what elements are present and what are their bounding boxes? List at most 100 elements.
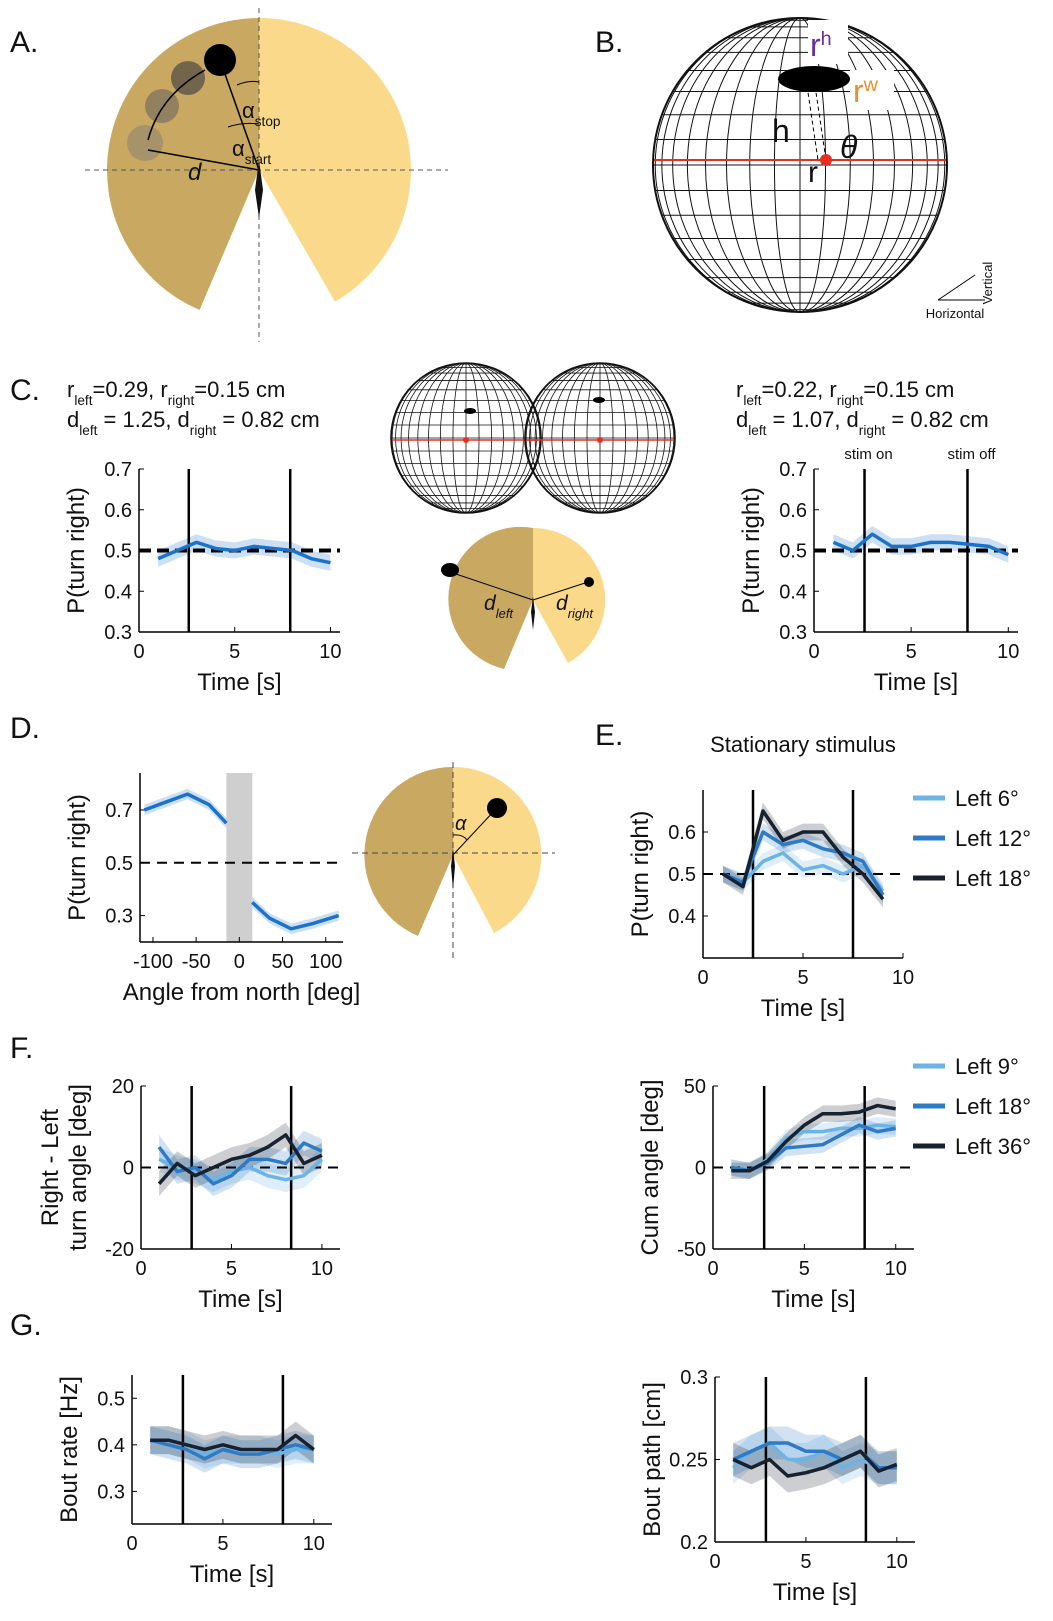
stim-trace	[127, 125, 163, 161]
panel-label: E.	[595, 719, 623, 752]
right-half	[259, 18, 411, 302]
fish-position	[820, 154, 832, 166]
y-tick-label: 50	[684, 1076, 706, 1098]
main-text: =0.15 cm	[863, 377, 954, 402]
script-text: left	[748, 423, 766, 438]
panel-label: G.	[10, 1309, 42, 1342]
arena-diagram-a: d αstop αstart	[85, 8, 448, 342]
y-tick-label: 0.3	[779, 622, 807, 644]
legend-label: Left 12°	[955, 826, 1031, 851]
stimulus-ellipse	[593, 397, 605, 403]
x-axis-label: Time [s]	[197, 669, 281, 696]
chart: 0.30.40.50.60.70510Time [s]P(turn right)…	[63, 377, 342, 696]
annotation: rleft=0.29, rright=0.15 cm	[67, 377, 285, 408]
x-tick-label: 10	[892, 967, 914, 989]
x-tick-label: 10	[885, 1258, 907, 1280]
x-tick-label: 0	[234, 951, 245, 973]
x-tick-label: 0	[707, 1258, 718, 1280]
x-tick-label: 0	[133, 641, 144, 663]
x-tick-label: 0	[135, 1258, 146, 1280]
x-axis-label: Time [s]	[198, 1286, 282, 1313]
y-tick-label: -50	[677, 1239, 706, 1261]
x-tick-label: -50	[182, 951, 211, 973]
y-tick-label: 0	[123, 1158, 134, 1180]
y-axis-label: P(turn right)	[627, 811, 654, 938]
y-tick-label: 0.25	[669, 1450, 708, 1472]
script-text: left	[74, 393, 92, 408]
panel-label: B.	[595, 26, 623, 59]
y-tick-label: 0	[695, 1158, 706, 1180]
y-tick-label: 0.5	[668, 864, 696, 886]
panel-label: C.	[10, 374, 40, 407]
stimulus	[584, 577, 594, 587]
x-axis-label: Time [s]	[761, 995, 845, 1022]
shaded-span	[226, 773, 252, 942]
y-axis-label: Cum angle [deg]	[637, 1079, 664, 1255]
right-half	[453, 767, 541, 933]
stimulus-ellipse	[464, 408, 476, 414]
stim-trace	[171, 61, 205, 95]
x-tick-label: 10	[886, 1551, 908, 1573]
y-axis-label: Bout path [cm]	[639, 1382, 666, 1537]
chart: 0.30.50.7-100-50050100Angle from north […	[64, 773, 360, 1006]
y-tick-label: 0.2	[680, 1532, 708, 1554]
horizontal-label: Horizontal	[926, 306, 985, 321]
y-axis-label: P(turn right)	[738, 487, 765, 614]
left-half	[364, 767, 453, 936]
y-tick-label: 0.7	[104, 459, 132, 481]
y-tick-label: 0.6	[779, 500, 807, 522]
main-text: = 1.07, d	[766, 407, 858, 432]
annotation: dleft = 1.25, dright = 0.82 cm	[67, 407, 320, 438]
script-text: left	[496, 606, 515, 621]
alpha-label: α	[455, 813, 467, 835]
legend-label: Left 9°	[955, 1054, 1019, 1079]
main-text: d	[736, 407, 748, 432]
chart: 0.30.40.50.60.70510Time [s]P(turn right)…	[736, 377, 1019, 696]
y-axis-label: P(turn right)	[64, 794, 91, 921]
x-tick-label: 10	[997, 641, 1019, 663]
x-axis-label: Time [s]	[773, 1579, 857, 1606]
main-text: d	[67, 407, 79, 432]
y-tick-label: 0.3	[97, 1481, 125, 1503]
script-text: start	[245, 152, 272, 167]
script-text: right	[837, 393, 864, 408]
theta-label: θ	[840, 129, 858, 165]
stim-label: stim on	[844, 446, 892, 463]
y-tick-label: 0.3	[105, 906, 133, 928]
y-tick-label: 0.4	[779, 581, 807, 603]
stim-label: stim off	[947, 446, 996, 463]
script-text: right	[568, 606, 595, 621]
x-tick-label: 0	[808, 641, 819, 663]
script-text: left	[743, 393, 761, 408]
sphere-diagram-b	[653, 18, 947, 312]
annotation: dleft = 1.07, dright = 0.82 cm	[736, 407, 989, 438]
main-text: r	[736, 377, 743, 402]
figure: d αstop αstart rh rw h θ r Horizontal Ve…	[0, 0, 1053, 1621]
script-text: right	[168, 393, 195, 408]
x-tick-label: 50	[271, 951, 293, 973]
y-tick-label: -20	[105, 1239, 134, 1261]
y-tick-label: 20	[112, 1076, 134, 1098]
x-axis-label: Time [s]	[190, 1561, 274, 1588]
main-text: r	[810, 27, 821, 63]
chart: 0.40.50.60510Time [s]P(turn right)Statio…	[627, 732, 1031, 1022]
main-text: α	[242, 98, 255, 123]
script-text: h	[821, 28, 832, 50]
y-tick-label: 0.6	[104, 500, 132, 522]
x-tick-label: 5	[226, 1258, 237, 1280]
y-tick-label: 0.7	[105, 800, 133, 822]
x-tick-label: 10	[303, 1533, 325, 1555]
main-text: α	[232, 136, 245, 161]
x-tick-label: 5	[797, 967, 808, 989]
main-text: =0.22, r	[762, 377, 837, 402]
legend-label: Left 18°	[955, 1094, 1031, 1119]
arena-diagram-d: α	[352, 762, 555, 960]
main-text: = 1.25, d	[97, 407, 189, 432]
panel-label: A.	[10, 26, 38, 59]
x-tick-label: 5	[800, 1551, 811, 1573]
main-text: = 0.82 cm	[216, 407, 319, 432]
y-axis-label: Bout rate [Hz]	[56, 1376, 83, 1523]
